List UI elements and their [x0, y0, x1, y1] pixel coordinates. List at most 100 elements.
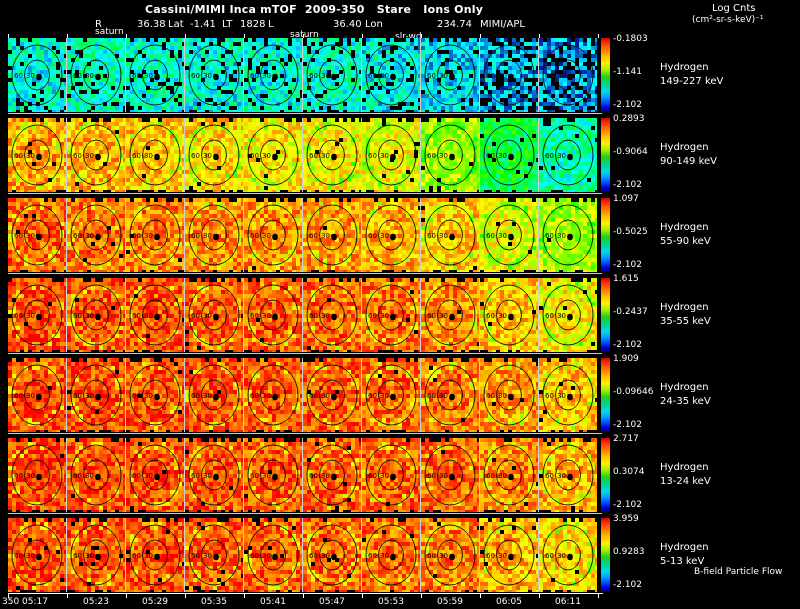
time-axis-tick	[185, 594, 186, 598]
time-axis-tick	[244, 594, 245, 598]
heatmap-panel	[126, 198, 185, 272]
heatmap-panel	[303, 438, 362, 512]
heatmap-panel	[185, 38, 244, 112]
heatmap-panel	[539, 38, 597, 112]
colorbar-max-label: 3.959	[613, 514, 639, 524]
ephemeris-token: 36.38	[137, 19, 166, 30]
heatmap-panel	[303, 278, 362, 352]
colorbar-mid-label: 0.9283	[613, 547, 645, 557]
colorbar-mid-label: -1.141	[613, 67, 642, 77]
heatmap-panel	[67, 278, 126, 352]
heatmap-panel	[362, 38, 421, 112]
heatmap-panel	[480, 118, 539, 192]
heatmap-panel	[421, 198, 480, 272]
ephemeris-token: 36.40	[333, 19, 362, 30]
ephemeris-token: -1.41	[190, 19, 216, 30]
colorbar-min-label: -2.102	[613, 340, 642, 350]
heatmap-panel	[67, 38, 126, 112]
colorbar-min-label: -2.102	[613, 580, 642, 590]
colorbar-mid-label: -0.9064	[613, 147, 648, 157]
heatmap-panel	[8, 278, 67, 352]
colorbar	[601, 38, 610, 112]
heatmap-panel	[244, 358, 303, 432]
colorbar-mid-label: -0.5025	[613, 227, 648, 237]
heatmap-panel	[539, 118, 597, 192]
heatmap-panel	[126, 278, 185, 352]
heatmap-panel	[362, 518, 421, 592]
colorbar-max-label: -0.1803	[613, 34, 648, 44]
colorbar-max-label: 0.2893	[613, 114, 645, 124]
energy-species-label: Hydrogen	[660, 302, 709, 313]
time-axis-tick	[303, 594, 304, 598]
ephemeris-token: Lat	[168, 19, 184, 30]
heatmap-panel	[8, 198, 67, 272]
ephemeris-token: 234.74	[437, 19, 472, 30]
heatmap-panel	[362, 118, 421, 192]
row-separator	[8, 433, 602, 434]
energy-species-label: Hydrogen	[660, 542, 709, 553]
energy-range-label: 149-227 keV	[660, 76, 723, 87]
time-label: 05:35	[200, 597, 228, 607]
heatmap-panel	[362, 358, 421, 432]
colorbar-max-label: 2.717	[613, 434, 639, 444]
colorbar	[601, 438, 610, 512]
heatmap-panel	[126, 438, 185, 512]
time-axis-tick	[539, 594, 540, 598]
heatmap-panel	[362, 198, 421, 272]
heatmap-panel	[362, 438, 421, 512]
colorbar-mid-label: 0.3074	[613, 467, 645, 477]
time-label: 06:11	[554, 597, 582, 607]
time-label: 05:47	[318, 597, 346, 607]
energy-range-label: 5-13 keV	[660, 556, 704, 567]
time-axis-line	[8, 593, 603, 594]
heatmap-panel	[244, 118, 303, 192]
time-axis-tick	[126, 594, 127, 598]
heatmap-panel	[480, 38, 539, 112]
heatmap-panel	[303, 358, 362, 432]
colorbar-mid-label: -0.09646	[613, 387, 653, 397]
heatmap-panel	[8, 118, 67, 192]
heatmap-panel	[480, 198, 539, 272]
ephemeris-token: Lon	[365, 19, 383, 30]
heatmap-panel	[185, 278, 244, 352]
heatmap-panel	[126, 358, 185, 432]
colorbar	[601, 518, 610, 592]
heatmap-panel	[421, 438, 480, 512]
row-separator	[8, 113, 602, 114]
ephemeris-token: L	[268, 19, 274, 30]
time-axis-tick	[421, 594, 422, 598]
time-label: 05:53	[377, 597, 405, 607]
energy-species-label: Hydrogen	[660, 462, 709, 473]
energy-range-label: 13-24 keV	[660, 476, 711, 487]
time-label: 05:41	[259, 597, 287, 607]
row-separator	[8, 353, 602, 354]
colorbar	[601, 358, 610, 432]
heatmap-panel	[244, 438, 303, 512]
heatmap-panel	[126, 518, 185, 592]
heatmap-panel	[8, 358, 67, 432]
heatmap-panel	[185, 358, 244, 432]
heatmap-panel	[244, 38, 303, 112]
plot-title: Cassini/MIMI Inca mTOF 2009-350 Stare Io…	[145, 3, 483, 16]
energy-range-label: 90-149 keV	[660, 156, 717, 167]
ephemeris-token: 1828	[240, 19, 265, 30]
time-axis-tick	[362, 594, 363, 598]
heatmap-panel	[126, 38, 185, 112]
colorbar-min-label: -2.102	[613, 180, 642, 190]
heatmap-panel	[67, 518, 126, 592]
heatmap-panel	[244, 518, 303, 592]
time-axis-tick	[598, 594, 599, 598]
heatmap-panel	[539, 358, 597, 432]
energy-species-label: Hydrogen	[660, 382, 709, 393]
heatmap-panel	[185, 198, 244, 272]
heatmap-panel	[539, 198, 597, 272]
heatmap-panel	[185, 438, 244, 512]
time-axis-tick	[480, 594, 481, 598]
heatmap-panel	[244, 198, 303, 272]
heatmap-panel	[421, 38, 480, 112]
energy-species-label: Hydrogen	[660, 62, 709, 73]
heatmap-panel	[480, 278, 539, 352]
heatmap-panel	[185, 118, 244, 192]
heatmap-panel	[8, 518, 67, 592]
ephemeris-token: MIMI/APL	[480, 19, 525, 30]
